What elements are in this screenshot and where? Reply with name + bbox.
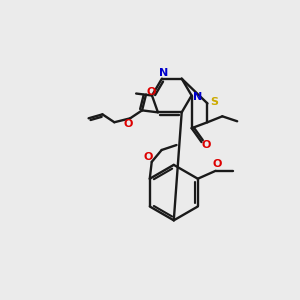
Text: O: O [213, 159, 222, 169]
Text: O: O [124, 119, 133, 129]
Text: S: S [210, 98, 218, 107]
Text: O: O [202, 140, 211, 150]
Text: O: O [146, 86, 156, 97]
Text: N: N [159, 68, 169, 78]
Text: O: O [143, 152, 152, 162]
Text: N: N [193, 92, 202, 101]
